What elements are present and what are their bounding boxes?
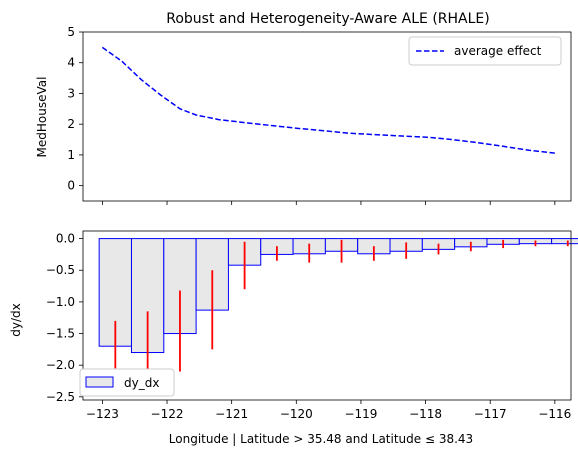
bottom-y-axis-label: dy/dx [9, 303, 23, 336]
bottom-legend-box [79, 368, 175, 397]
bottom-x-tick-label: −117 [474, 407, 507, 421]
bottom-x-tick-label: −123 [86, 407, 119, 421]
top-y-axis-label: MedHouseVal [35, 77, 49, 158]
top-legend: average effect [408, 36, 562, 66]
bottom-x-ticks: −123 −122 −121 −120 −119 −118 −117 −116 [86, 400, 571, 421]
bottom-y-tick-label: −0.5 [46, 263, 75, 277]
bottom-x-tick-label: −122 [151, 407, 184, 421]
bottom-legend: dy_dx [79, 368, 175, 397]
average-effect-line [101, 46, 555, 154]
bottom-x-tick-label: −118 [409, 407, 442, 421]
bottom-plot-frame [82, 230, 572, 401]
top-y-tick-label: 1 [67, 148, 75, 162]
top-y-tick-label: 3 [67, 86, 75, 100]
top-legend-box [408, 36, 562, 66]
top-y-ticks: 0 1 2 3 4 5 [67, 25, 83, 193]
bottom-y-tick-label: −2.0 [46, 358, 75, 372]
bottom-x-tick-label: −121 [215, 407, 248, 421]
bottom-x-tick-label: −119 [344, 407, 377, 421]
bottom-y-tick-label: −2.5 [46, 390, 75, 404]
top-x-ticks [101, 201, 556, 205]
top-y-tick-label: 2 [67, 117, 75, 131]
dy-dx-legend-swatch [85, 376, 114, 388]
top-y-tick-label: 5 [67, 25, 75, 39]
dy-dx-bar [551, 238, 578, 245]
bottom-axes [82, 230, 572, 401]
bottom-y-tick-label: 0.0 [56, 232, 75, 246]
chart-title: Robust and Heterogeneity-Aware ALE (RHAL… [166, 11, 489, 27]
top-y-tick-label: 0 [67, 179, 75, 193]
bottom-y-tick-label: −1.5 [46, 327, 75, 341]
bottom-y-ticks: 0.0 −0.5 −1.0 −1.5 −2.0 −2.5 [46, 232, 83, 404]
average-effect-legend-label: average effect [454, 44, 542, 58]
top-axes [82, 31, 572, 202]
top-plot-frame [82, 31, 572, 202]
bottom-y-tick-label: −1.0 [46, 295, 75, 309]
bottom-x-tick-label: −116 [538, 407, 571, 421]
top-y-tick-label: 4 [67, 56, 75, 70]
bottom-x-axis-label: Longitude | Latitude > 35.48 and Latitud… [169, 432, 473, 446]
bottom-x-tick-label: −120 [280, 407, 313, 421]
dy-dx-legend-label: dy_dx [124, 376, 159, 390]
